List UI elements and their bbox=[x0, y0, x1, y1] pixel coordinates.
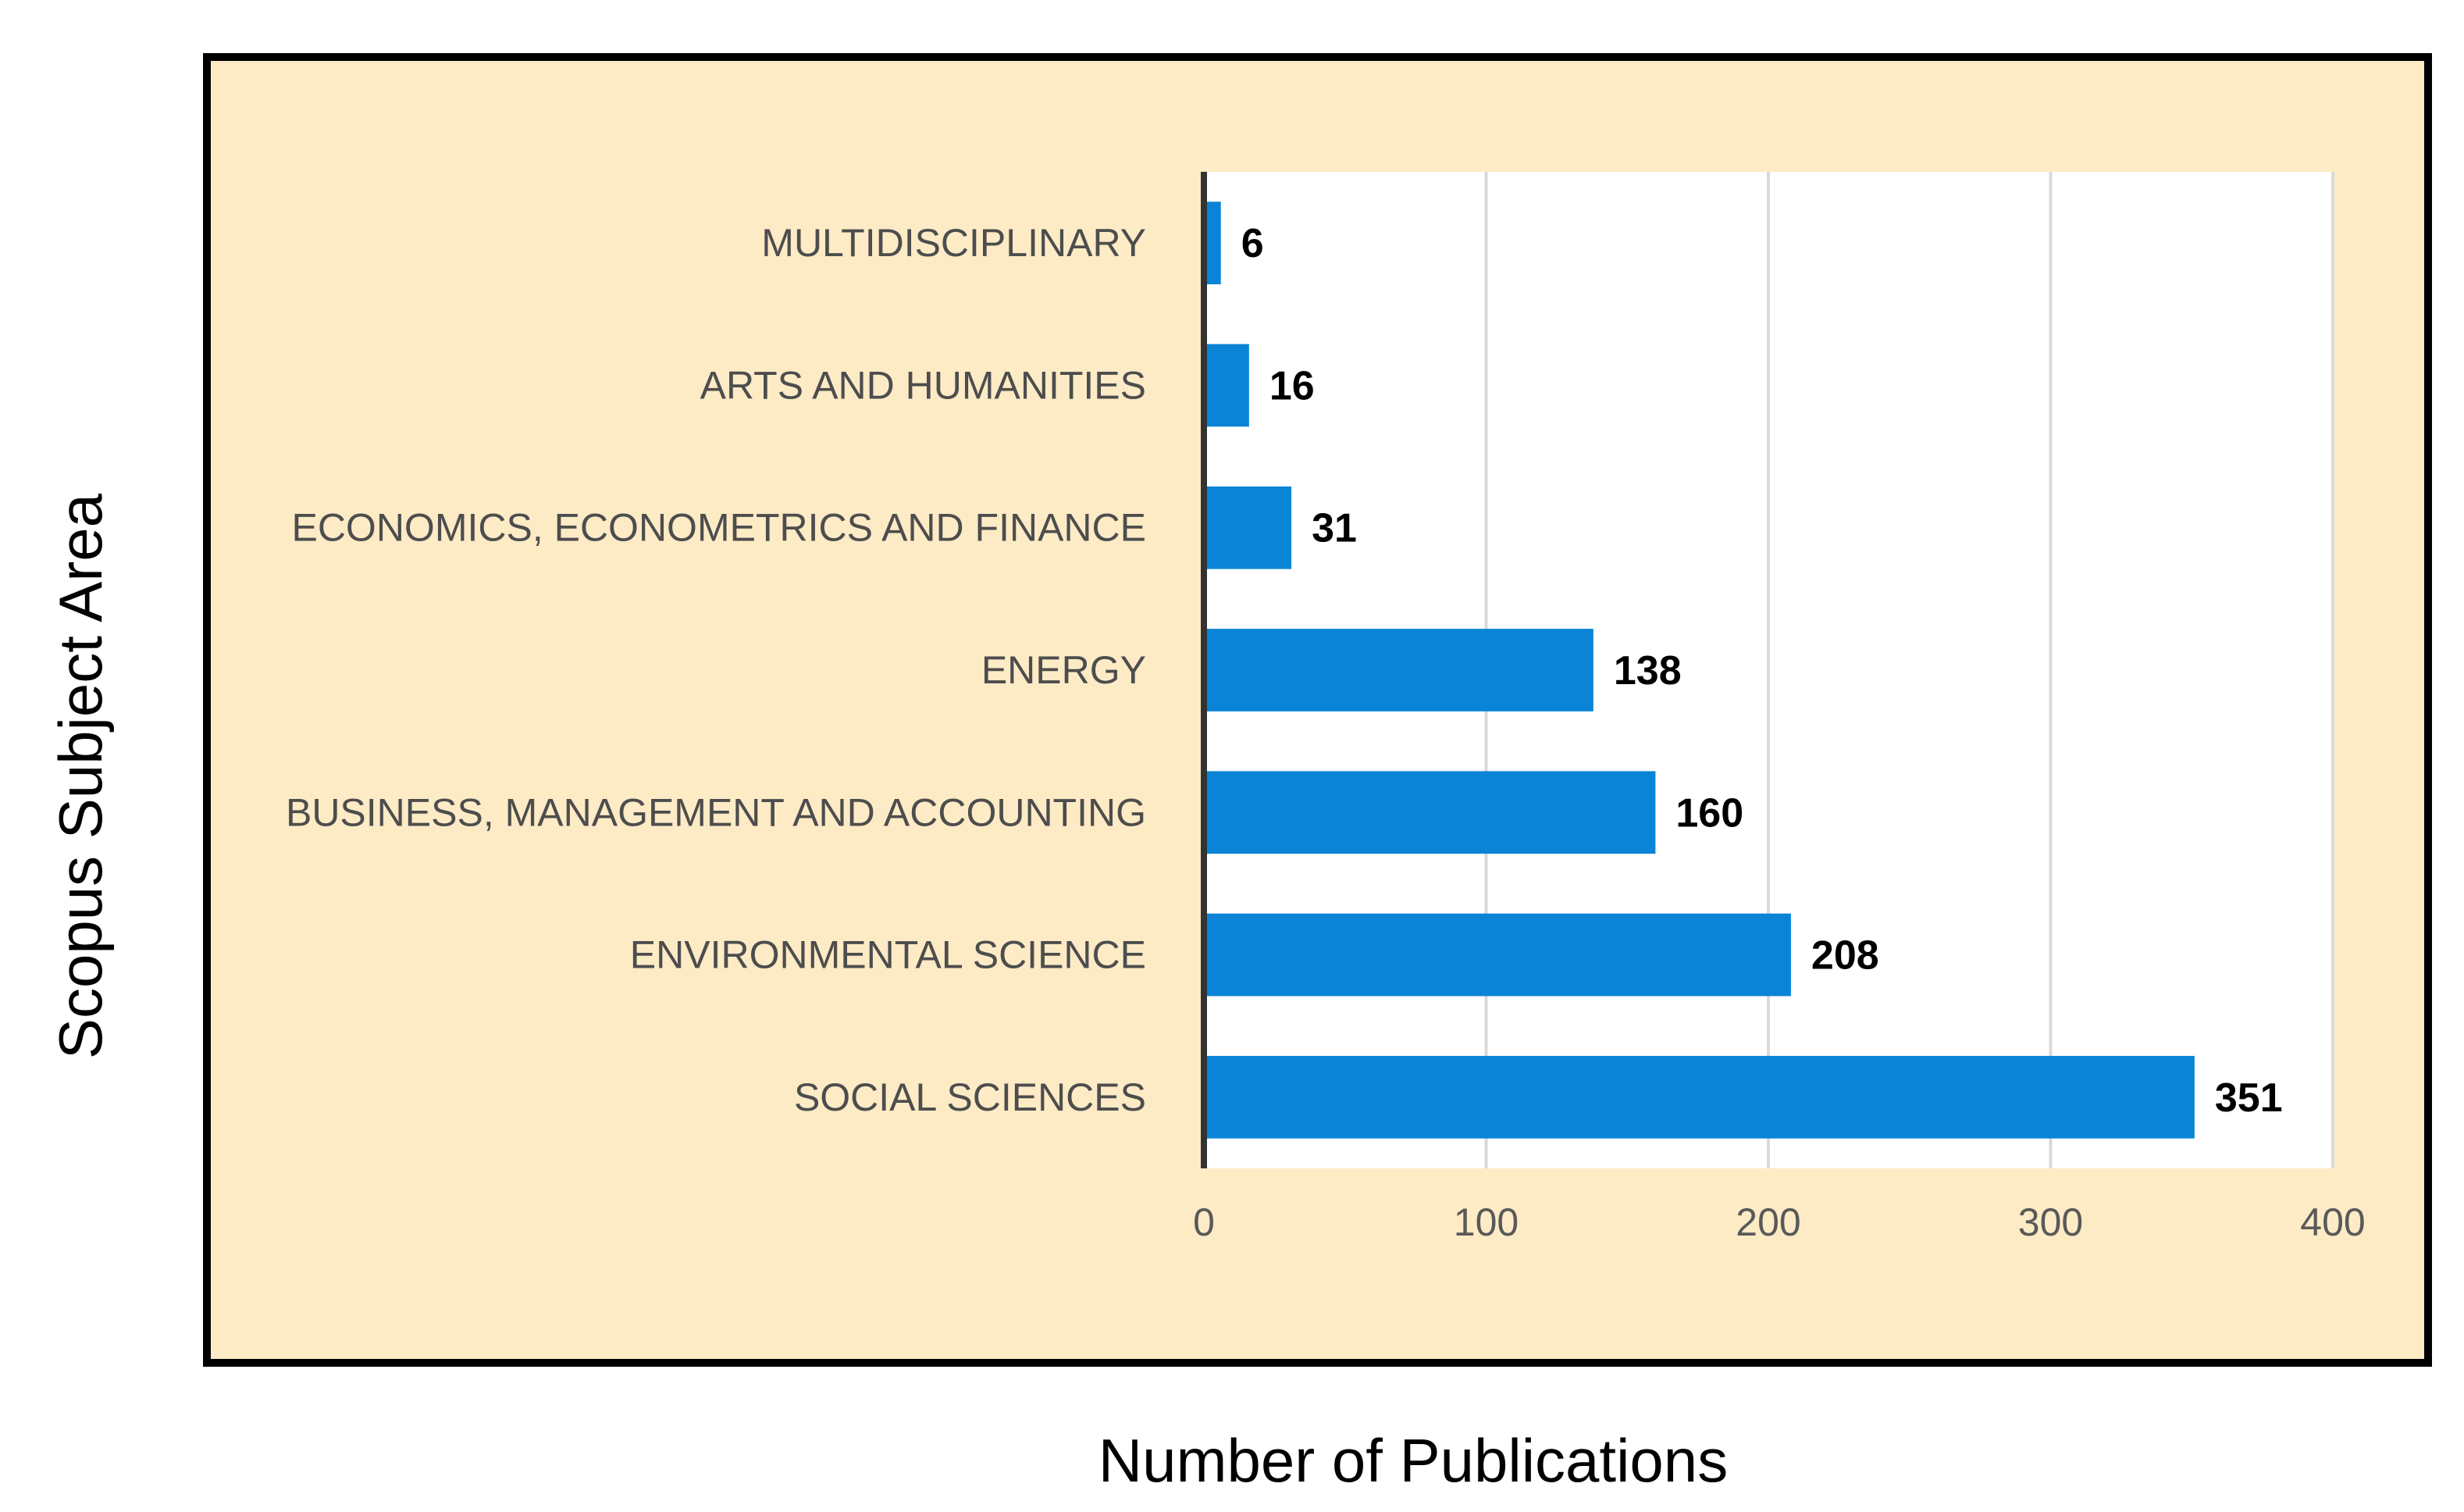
category-label: BUSINESS, MANAGEMENT AND ACCOUNTING bbox=[286, 790, 1146, 834]
y-axis-title: Scopus Subject Area bbox=[46, 493, 115, 1059]
category-label: ARTS AND HUMANITIES bbox=[700, 363, 1146, 407]
bar bbox=[1204, 344, 1249, 427]
x-tick-label: 0 bbox=[1193, 1200, 1215, 1244]
bars bbox=[1204, 201, 2195, 1139]
x-tick-label: 200 bbox=[1736, 1200, 1800, 1244]
category-labels: MULTIDISCIPLINARY ARTS AND HUMANITIES ECON… bbox=[286, 221, 1146, 1119]
data-label: 31 bbox=[1312, 506, 1357, 551]
data-labels: 6 16 31 138 160 208 351 bbox=[1241, 221, 2283, 1121]
bar bbox=[1204, 771, 1656, 854]
data-label: 351 bbox=[2215, 1075, 2283, 1121]
data-label: 138 bbox=[1614, 648, 1682, 694]
category-label: ENVIRONMENTAL SCIENCE bbox=[630, 933, 1146, 977]
x-tick-label: 400 bbox=[2300, 1200, 2365, 1244]
category-label: ECONOMICS, ECONOMETRICS AND FINANCE bbox=[291, 506, 1146, 550]
x-tick-label: 100 bbox=[1454, 1200, 1519, 1244]
data-label: 16 bbox=[1269, 363, 1315, 408]
data-label: 6 bbox=[1241, 221, 1264, 266]
data-label: 208 bbox=[1811, 933, 1879, 979]
bar bbox=[1204, 913, 1791, 997]
bar bbox=[1204, 629, 1593, 711]
x-axis-title: Number of Publications bbox=[1098, 1426, 1728, 1495]
category-label: SOCIAL SCIENCES bbox=[794, 1075, 1146, 1119]
x-tick-labels: 0 100 200 300 400 bbox=[1193, 1200, 2366, 1244]
x-tick-label: 300 bbox=[2018, 1200, 2083, 1244]
data-label: 160 bbox=[1675, 790, 1743, 836]
bar bbox=[1204, 486, 1292, 569]
bar bbox=[1204, 1055, 2195, 1139]
bar bbox=[1204, 201, 1221, 285]
category-label: MULTIDISCIPLINARY bbox=[761, 221, 1146, 265]
category-label: ENERGY bbox=[981, 648, 1146, 692]
